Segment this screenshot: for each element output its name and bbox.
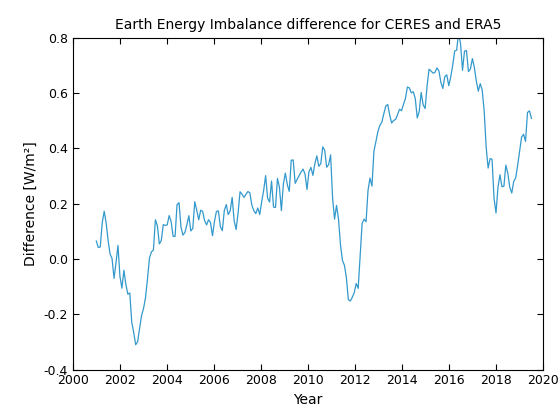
Y-axis label: Difference [W/m²]: Difference [W/m²] [24, 141, 38, 266]
X-axis label: Year: Year [293, 393, 323, 407]
Title: Earth Energy Imbalance difference for CERES and ERA5: Earth Energy Imbalance difference for CE… [115, 18, 501, 32]
